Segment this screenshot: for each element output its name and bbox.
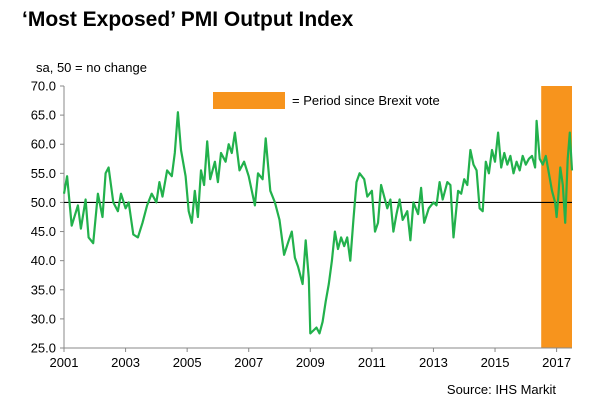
chart-title: ‘Most Exposed’ PMI Output Index: [22, 8, 354, 31]
legend-label: = Period since Brexit vote: [292, 93, 440, 108]
x-tick-label: 2015: [481, 355, 510, 370]
y-tick-label: 65.0: [31, 108, 56, 123]
y-tick-label: 35.0: [31, 282, 56, 297]
y-tick-label: 60.0: [31, 137, 56, 152]
y-tick-label: 70.0: [31, 79, 56, 94]
y-tick-label: 55.0: [31, 166, 56, 181]
source-note: Source: IHS Markit: [446, 382, 556, 397]
series-line: [62, 111, 574, 335]
y-tick-label: 30.0: [31, 311, 56, 326]
x-tick-label: 2013: [419, 355, 448, 370]
y-tick-label: 25.0: [31, 341, 56, 356]
line-layer: [62, 111, 574, 335]
y-axis-unit-note: sa, 50 = no change: [36, 60, 147, 75]
x-tick-label: 2001: [50, 355, 79, 370]
x-tick-label: 2017: [542, 355, 571, 370]
y-tick-label: 45.0: [31, 224, 56, 239]
axis-layer: 70.0 65.0 60.0 55.0 50.0 45.0 40.0 35.0 30.0 25.0…: [31, 79, 572, 370]
y-tick-label: 40.0: [31, 253, 56, 268]
x-tick-label: 2005: [173, 355, 202, 370]
x-tick-label: 2003: [111, 355, 140, 370]
legend: = Period since Brexit vote: [213, 92, 440, 109]
x-tick-label: 2009: [296, 355, 325, 370]
legend-swatch: [213, 92, 285, 109]
x-tick-label: 2011: [358, 355, 386, 370]
y-tick-label: 50.0: [31, 195, 56, 210]
x-tick-label: 2007: [234, 355, 263, 370]
